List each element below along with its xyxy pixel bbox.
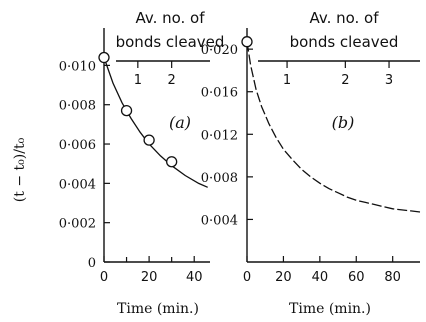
panel-b-fitted-curve xyxy=(246,41,421,213)
panel-b-panel-label: (b) xyxy=(332,113,355,132)
panel-a: 0 0·002 0·004 0·006 0·008 0·010 0 20 40 Time (min… xyxy=(59,9,225,317)
panel-b-y-tick-label: 0·016 xyxy=(201,86,238,101)
panel-a-y-tick-label: 0·006 xyxy=(59,138,96,153)
panel-b-y-tick-label: 0·012 xyxy=(201,128,238,143)
panel-a-y-tick-label: 0·010 xyxy=(59,59,96,74)
panel-b: 0·004 0·008 0·012 0·016 0·020 0 20 40 60 80 Time (… xyxy=(201,9,421,317)
panel-a-top-axis-tick-label: 2 xyxy=(168,73,176,88)
panel-a-data-point xyxy=(98,51,110,64)
panel-b-x-tick-label: 60 xyxy=(348,270,365,285)
panel-a-y-tick-label: 0·004 xyxy=(59,177,96,192)
panel-a-x-tick-label: 40 xyxy=(186,270,203,285)
panel-a-data-point xyxy=(120,104,133,117)
panel-b-data-point xyxy=(241,36,253,48)
panel-a-y-tick-label: 0·008 xyxy=(59,99,96,114)
panel-a-data-point xyxy=(166,156,178,168)
panel-a-x-tick-label: 0 xyxy=(100,270,108,285)
panel-a-x-tick-label: 20 xyxy=(141,270,158,285)
panel-b-x-tick-label: 20 xyxy=(275,270,292,285)
panel-b-top-axis-tick-label: 1 xyxy=(283,73,291,88)
panel-a-data-point xyxy=(143,134,155,146)
panel-a-x-axis-title: Time (min.) xyxy=(117,301,199,317)
panel-a-top-axis-title-line1: Av. no. of xyxy=(135,9,205,27)
y-axis-title: (t − t₀)/t₀ xyxy=(12,137,28,202)
panel-b-y-tick-label: 0·020 xyxy=(201,43,238,58)
panel-b-top-axis-title-line2: bonds cleaved xyxy=(290,33,399,51)
panel-b-top-axis-tick-label: 2 xyxy=(341,73,349,88)
panel-b-y-tick-label: 0·008 xyxy=(201,171,238,186)
panel-b-x-tick-label: 0 xyxy=(243,270,251,285)
panel-a-fitted-curve xyxy=(103,57,208,188)
panel-b-top-axis-title-line1: Av. no. of xyxy=(309,9,379,27)
panel-b-top-axis-tick-label: 3 xyxy=(385,73,393,88)
panel-b-x-tick-label: 40 xyxy=(312,270,329,285)
panel-b-y-tick-label: 0·004 xyxy=(201,213,238,228)
panel-a-y-tick-label: 0 xyxy=(88,256,96,271)
panel-a-top-axis-title-line2: bonds cleaved xyxy=(116,33,225,51)
panel-a-top-axis-tick-label: 1 xyxy=(134,73,142,88)
panel-b-x-axis-title: Time (min.) xyxy=(289,301,371,317)
panel-b-x-tick-label: 80 xyxy=(384,270,401,285)
panel-a-y-tick-label: 0·002 xyxy=(59,217,96,232)
panel-a-panel-label: (a) xyxy=(169,113,191,132)
